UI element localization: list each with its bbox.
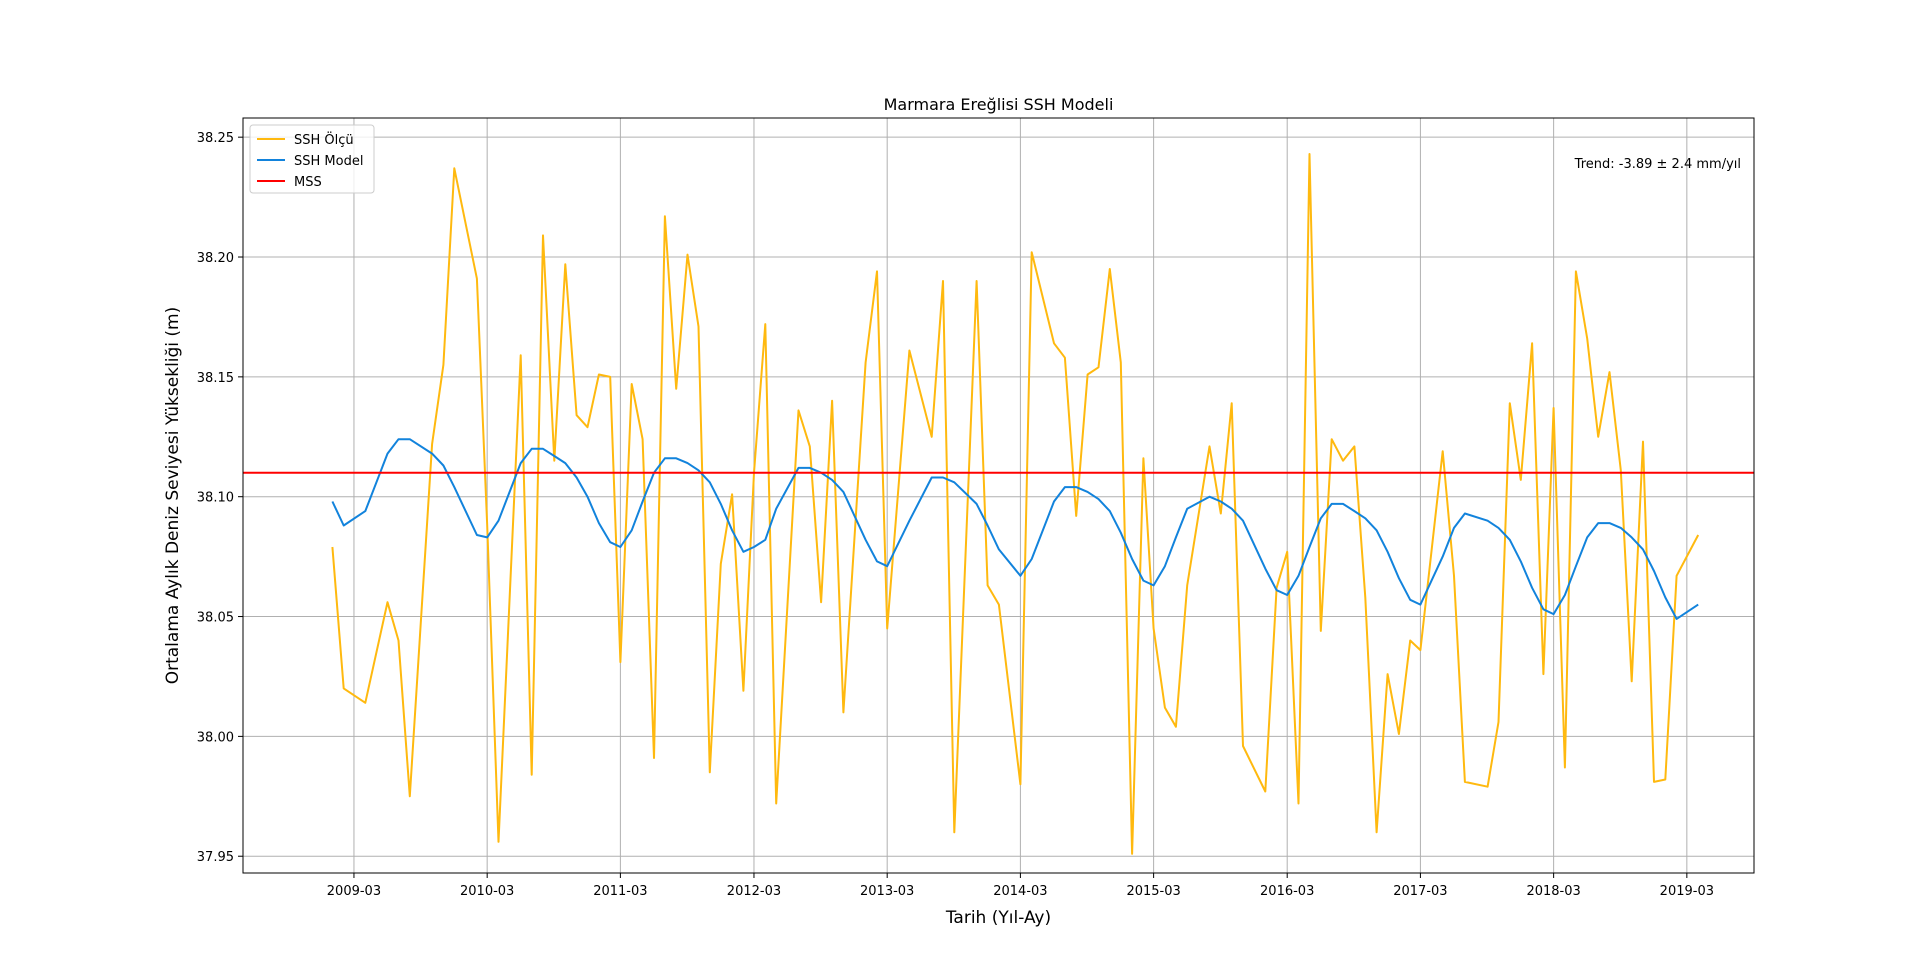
- y-axis-label: Ortalama Aylık Deniz Seviyesi Yüksekliği…: [163, 307, 183, 685]
- legend: SSH Ölçü SSH Model MSS: [249, 124, 375, 194]
- y-tick-label: 38.20: [197, 251, 234, 266]
- x-tick-label: 2012-03: [727, 884, 781, 899]
- trend-annotation: Trend: -3.89 ± 2.4 mm/yıl: [1574, 157, 1741, 172]
- x-tick-label: 2015-03: [1126, 884, 1180, 899]
- x-tick-label: 2019-03: [1660, 884, 1714, 899]
- legend-label: MSS: [294, 175, 322, 190]
- x-tick-label: 2013-03: [860, 884, 914, 899]
- series-line-ssh-l: [331, 153, 1700, 855]
- legend-label: SSH Model: [294, 154, 363, 169]
- ticks-layer: 2009-03 2010-03 2011-03 2012-03 2013-03 2014-…: [197, 131, 1714, 899]
- x-tick-label: 2009-03: [327, 884, 381, 899]
- x-tick-label: 2017-03: [1393, 884, 1447, 899]
- chart-title: Marmara Ereğlisi SSH Modeli: [884, 95, 1114, 114]
- y-tick-label: 38.15: [197, 371, 234, 386]
- x-tick-label: 2018-03: [1526, 884, 1580, 899]
- legend-frame: [249, 124, 375, 194]
- grid-layer: [243, 118, 1754, 873]
- x-tick-label: 2016-03: [1260, 884, 1314, 899]
- y-tick-label: 38.00: [197, 730, 234, 745]
- y-tick-label: 38.25: [197, 131, 234, 146]
- axes-frame: [242, 117, 1755, 874]
- y-tick-label: 37.95: [197, 850, 234, 865]
- legend-label: SSH Ölçü: [294, 131, 354, 148]
- series-layer: [243, 153, 1754, 855]
- x-axis-label: Tarih (Yıl-Ay): [945, 908, 1051, 928]
- x-tick-label: 2011-03: [593, 884, 647, 899]
- y-tick-label: 38.05: [197, 611, 234, 626]
- y-tick-label: 38.10: [197, 491, 234, 506]
- x-tick-label: 2014-03: [993, 884, 1047, 899]
- series-line-ssh-model: [331, 438, 1699, 620]
- x-tick-label: 2010-03: [460, 884, 514, 899]
